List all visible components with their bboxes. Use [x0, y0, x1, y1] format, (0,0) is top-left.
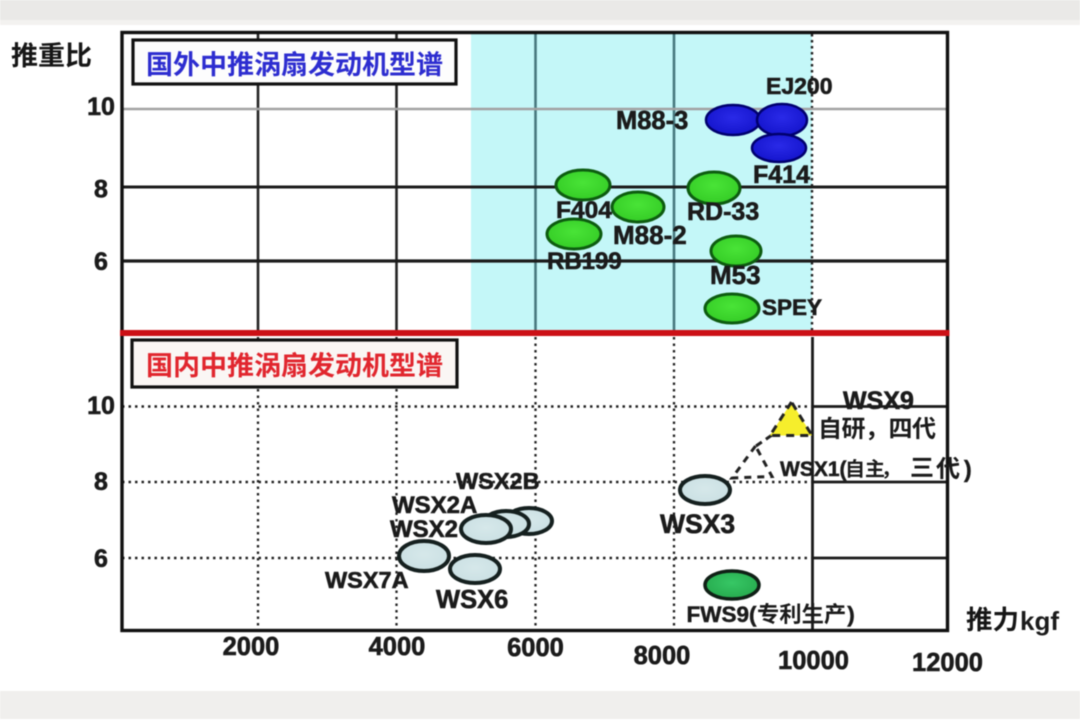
svg-text:WSX6: WSX6 [436, 586, 508, 614]
svg-text:F404: F404 [556, 197, 612, 224]
svg-text:2000: 2000 [223, 633, 280, 661]
svg-text:WSX9: WSX9 [843, 387, 914, 415]
svg-text:WSX2: WSX2 [390, 516, 458, 543]
svg-text:FWS9(: FWS9( [687, 602, 758, 627]
svg-text:10: 10 [87, 93, 115, 121]
svg-text:WSX1(: WSX1( [780, 458, 847, 481]
svg-text:kgf: kgf [1020, 606, 1059, 636]
svg-text:M88-2: M88-2 [613, 220, 687, 250]
svg-text:6000: 6000 [507, 634, 564, 662]
svg-text:WSX3: WSX3 [660, 509, 735, 539]
svg-text:RB199: RB199 [547, 248, 622, 275]
svg-text:6: 6 [94, 545, 108, 573]
svg-text:8: 8 [94, 468, 108, 496]
svg-text:M88-3: M88-3 [616, 107, 688, 135]
svg-text:WSX2A: WSX2A [392, 492, 477, 519]
svg-text:4000: 4000 [369, 633, 426, 661]
svg-text:M53: M53 [710, 260, 761, 290]
svg-text:SPEY: SPEY [762, 295, 822, 320]
svg-text:): ) [964, 456, 972, 482]
svg-text:8: 8 [94, 176, 108, 204]
svg-text:F414: F414 [753, 161, 810, 189]
svg-text:WSX2B: WSX2B [456, 468, 540, 494]
svg-text:): ) [847, 602, 855, 627]
svg-text:8000: 8000 [634, 642, 691, 670]
svg-text:10000: 10000 [778, 647, 849, 675]
svg-text:EJ200: EJ200 [766, 73, 833, 99]
svg-text:6: 6 [94, 248, 108, 276]
svg-text:12000: 12000 [912, 649, 983, 677]
svg-text:RD-33: RD-33 [687, 198, 759, 226]
svg-text:WSX7A: WSX7A [325, 567, 409, 593]
svg-text:10: 10 [87, 392, 115, 420]
